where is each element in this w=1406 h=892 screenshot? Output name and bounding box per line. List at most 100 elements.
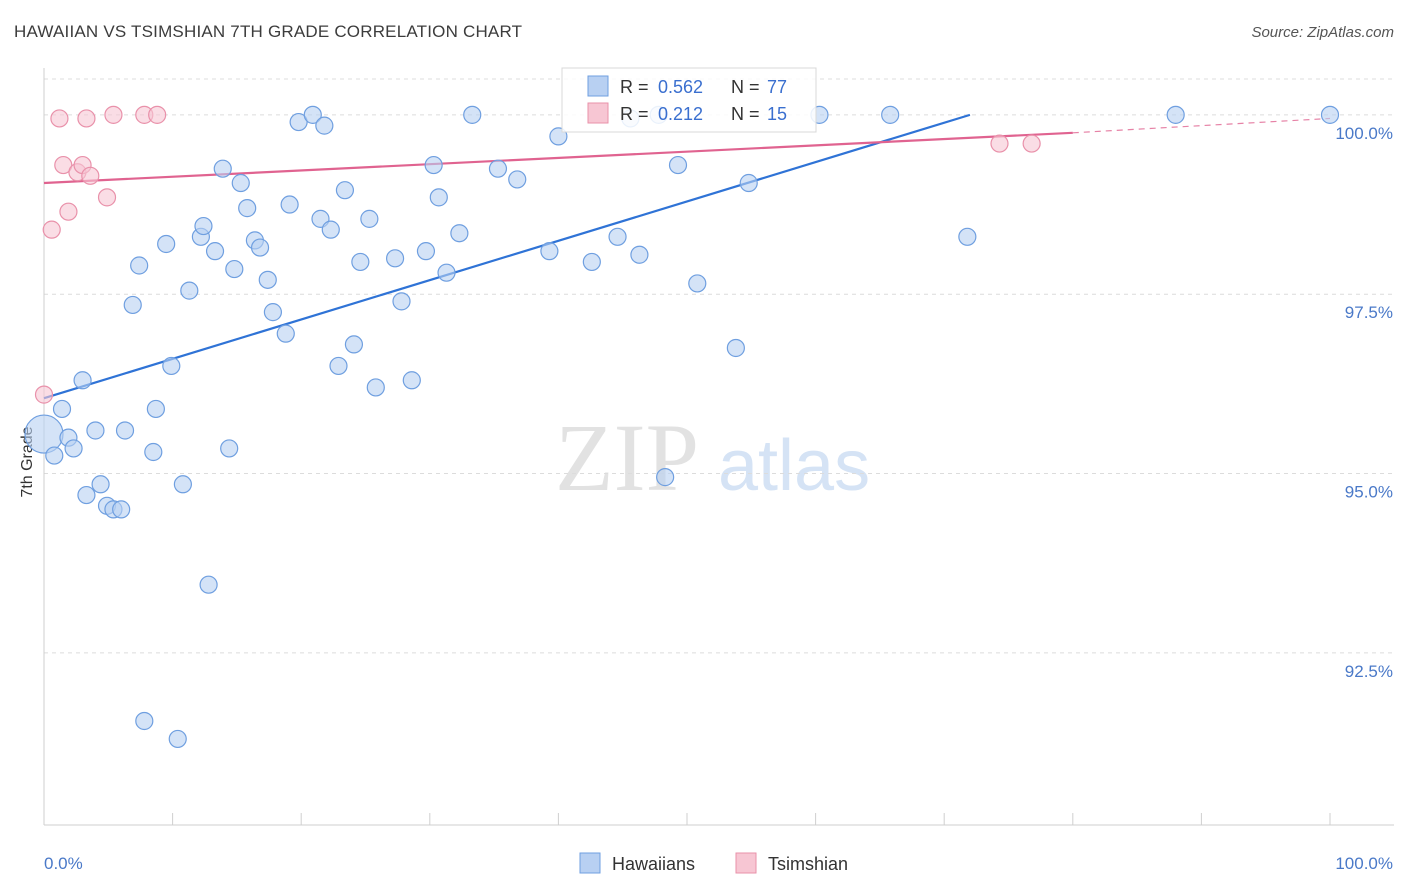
y-tick-label: 92.5% [1345,662,1393,681]
legend-r-value-1: 0.562 [658,77,703,97]
hawaiians-point [276,324,295,343]
hawaiians-point [238,199,257,218]
hawaiians-point [173,475,192,494]
tsimshian-trend-line [43,131,1073,185]
hawaiians-point [144,442,163,462]
trend-lines [43,113,1331,400]
hawaiians-point [416,242,436,261]
hawaiians-point [168,729,187,749]
hawaiians-point [582,252,601,272]
tsimshian-point [81,166,100,185]
hawaiians-point [630,245,649,264]
hawaiians-point [180,281,199,300]
y-tick-labels: 92.5% 95.0% 97.5% 100.0% [1335,124,1393,681]
hawaiians-point [289,112,308,132]
hawaiians-point [656,468,675,487]
watermark: ZIP atlas [555,404,870,511]
hawaiians-point [199,575,218,594]
tsimshian-point [42,220,61,239]
x-tick-label-end: 100.0% [1335,854,1393,873]
hawaiians-point [135,711,154,731]
hawaiians-point [688,274,707,293]
hawaiians-point [303,105,322,124]
hawaiians-point [86,421,105,440]
stats-legend: R = 0.562 N = 77 R = 0.212 N = 15 [561,67,817,133]
hawaiians-point [881,105,900,124]
hawaiians-point [450,224,469,243]
hawaiians-point [726,338,745,358]
hawaiians-point [608,227,627,246]
hawaiians-point [958,227,977,246]
hawaiians-point [344,335,364,354]
y-tick-label: 95.0% [1345,483,1393,502]
hawaiians-point [437,263,456,282]
hawaiians-point [335,181,355,200]
hawaiians-point [488,159,508,178]
series-legend: Hawaiians Tsimshian [579,852,848,874]
hawaiians-point [73,371,92,390]
hawaiians-point [540,242,559,261]
tsimshian-point [104,105,123,124]
hawaiians-point [351,252,370,272]
hawaiians-point [123,295,142,315]
hawaiians-point [360,209,379,228]
hawaiians-point [329,356,348,376]
hawaiians-point [366,378,385,397]
y-tick-label: 97.5% [1345,303,1393,322]
hawaiians-point [508,170,527,189]
tsimshian-points [34,105,1041,404]
legend-n-value-1: 77 [767,77,787,97]
hawaiians-point [321,220,340,239]
hawaiians-point [194,216,213,236]
legend-swatch-hawaiians [587,75,609,97]
tsimshian-point [1022,134,1041,153]
watermark-zip: ZIP [555,404,699,511]
hawaiians-point [263,303,283,322]
legend-n-label-2: N = [731,104,760,124]
tsimshian-point [97,188,117,207]
hawaiians-trend-line [43,113,971,400]
hawaiians-point [162,356,181,376]
legend-r-label-2: R = [620,104,649,124]
tsimshian-point [34,385,54,404]
x-tick-label-start: 0.0% [44,854,83,873]
gridlines [44,78,1394,654]
x-tick-labels: 0.0% 100.0% [44,854,1393,873]
hawaiians-point [668,155,688,175]
legend-r-value-2: 0.212 [658,104,703,124]
bottom-legend-tsimshian: Tsimshian [768,854,848,874]
legend-swatch-tsimshian [587,102,609,124]
hawaiians-point [250,238,270,257]
hawaiians-point [220,439,239,458]
legend-n-value-2: 15 [767,104,787,124]
chart-title: HAWAIIAN VS TSIMSHIAN 7TH GRADE CORRELAT… [14,22,523,41]
hawaiians-point [157,234,176,254]
watermark-atlas: atlas [718,426,870,506]
hawaiians-point [225,259,244,279]
tsimshian-trend-extension [1072,117,1331,134]
hawaiians-point [1166,105,1185,124]
bottom-legend-swatch-hawaiians [579,852,601,874]
hawaiians-point [115,421,135,440]
tsimshian-point [50,109,69,128]
legend-r-label-1: R = [620,77,649,97]
legend-n-label-1: N = [731,77,760,97]
hawaiians-point [112,500,131,519]
hawaiians-point [258,270,277,289]
hawaiians-point [429,188,448,207]
hawaiians-point [64,439,83,458]
hawaiians-point [205,242,225,261]
tsimshian-point [59,202,78,221]
hawaiians-point [1320,105,1340,124]
hawaiians-point [130,256,149,275]
hawaiians-point [392,292,411,311]
hawaiians-point [77,485,96,505]
bottom-legend-swatch-tsimshian [735,852,757,874]
tsimshian-point [990,134,1009,153]
y-tick-label: 100.0% [1335,124,1393,143]
tsimshian-point [148,105,167,124]
tsimshian-point [54,155,73,175]
hawaiians-point [231,173,250,193]
hawaiians-point [52,399,72,419]
